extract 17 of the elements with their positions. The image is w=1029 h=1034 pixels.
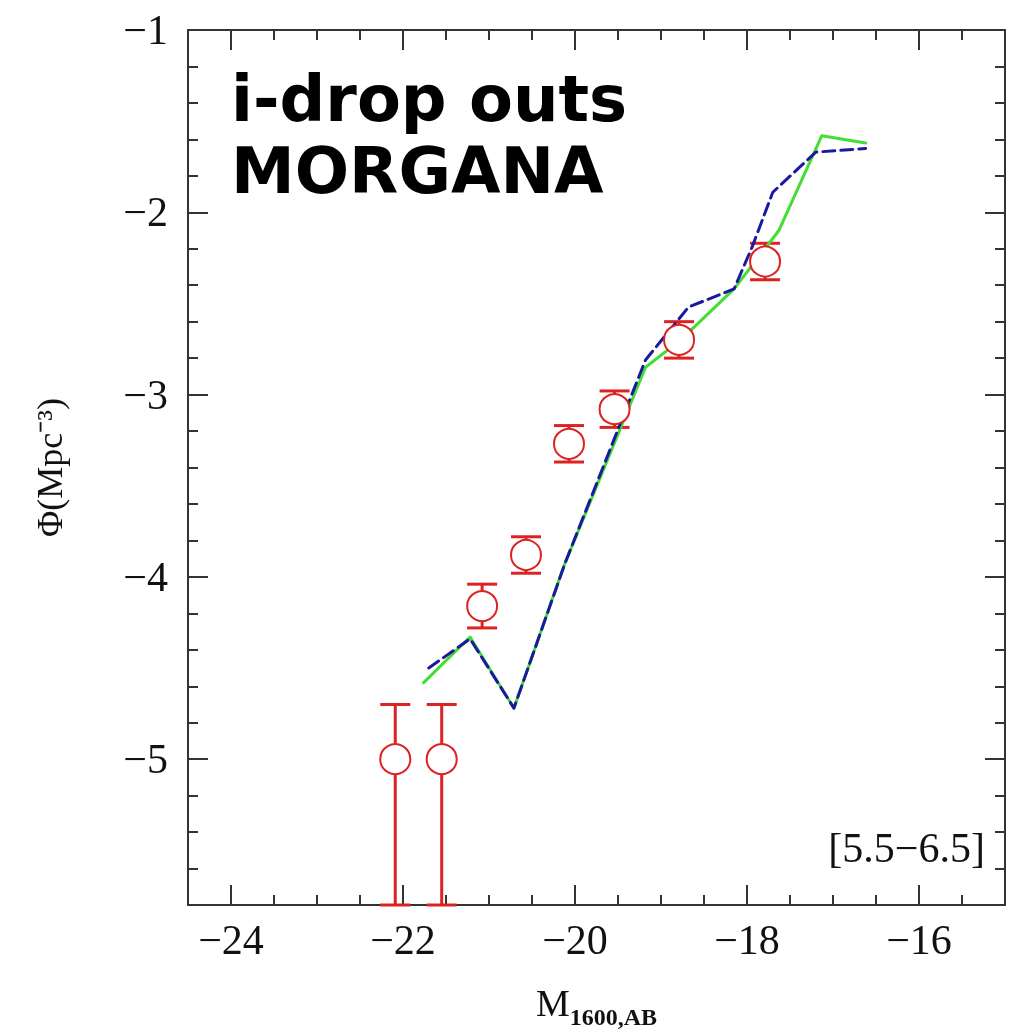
y-tick-label: −2 [123, 189, 168, 236]
x-tick-label: −18 [714, 917, 780, 963]
y-tick-label: −3 [123, 371, 168, 418]
x-tick-label: −24 [198, 917, 264, 963]
y-tick-label: −4 [123, 553, 168, 600]
x-tick-label: −22 [370, 917, 436, 963]
y-tick-label: −5 [123, 736, 168, 783]
point [466, 590, 499, 623]
y-axis-title: Φ(Mpc⁻³) [30, 397, 70, 538]
point [425, 743, 458, 776]
point [379, 743, 412, 776]
annotation: [5.5−6.5] [828, 825, 986, 871]
text: i-drop outs [231, 62, 628, 136]
y-tick-label: −1 [123, 7, 168, 53]
x-tick-label: −20 [542, 917, 608, 963]
x-tick-label: −16 [886, 917, 952, 963]
text: MORGANA [231, 134, 604, 208]
